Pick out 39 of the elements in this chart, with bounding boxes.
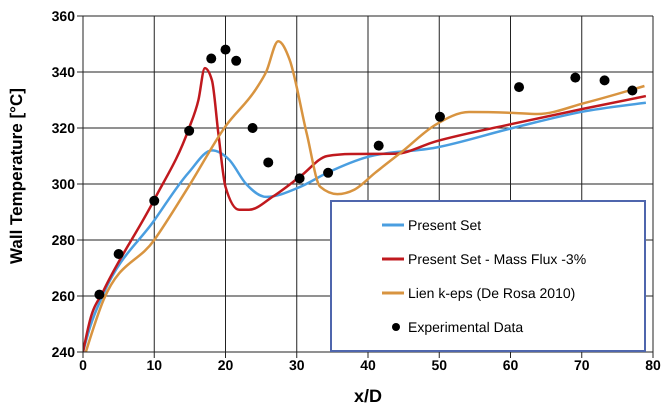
y-tick-label: 280 [52, 232, 76, 248]
legend-label: Experimental Data [408, 319, 524, 335]
legend-label: Present Set - Mass Flux -3% [408, 251, 586, 267]
legend-label: Present Set [408, 217, 482, 233]
point [114, 249, 124, 259]
x-tick-label: 50 [431, 356, 448, 373]
point [263, 157, 274, 168]
y-tick-label: 260 [52, 288, 76, 304]
y-tick-label: 320 [52, 120, 76, 136]
point [570, 72, 580, 83]
point [323, 168, 334, 178]
x-tick-label: 30 [288, 356, 305, 373]
x-tick-label: 20 [218, 356, 234, 373]
legend-label: Lien k-eps (De Rosa 2010) [408, 285, 576, 301]
point [514, 82, 524, 92]
point [627, 85, 638, 96]
point [220, 44, 230, 55]
y-tick-label: 340 [52, 64, 76, 80]
point [94, 290, 104, 300]
x-tick-label: 10 [146, 356, 162, 373]
point [184, 126, 194, 136]
x-tick-label: 80 [645, 356, 661, 373]
point [149, 196, 160, 206]
point [374, 140, 384, 151]
x-axis-title: x/D [354, 386, 382, 406]
point [434, 112, 445, 122]
point [248, 123, 258, 133]
x-tick-label: 0 [79, 356, 88, 373]
x-tick-label: 60 [502, 356, 518, 373]
point [600, 75, 610, 86]
x-tick-label: 40 [360, 356, 376, 373]
y-tick-label: 240 [52, 344, 76, 360]
point [206, 54, 216, 64]
point [231, 56, 242, 66]
y-tick-label: 300 [52, 176, 76, 192]
x-tick-label: 70 [574, 356, 590, 373]
y-tick-label: 360 [52, 8, 76, 24]
point [294, 173, 305, 184]
y-axis-title: Wall Temperature [°C] [7, 88, 26, 264]
